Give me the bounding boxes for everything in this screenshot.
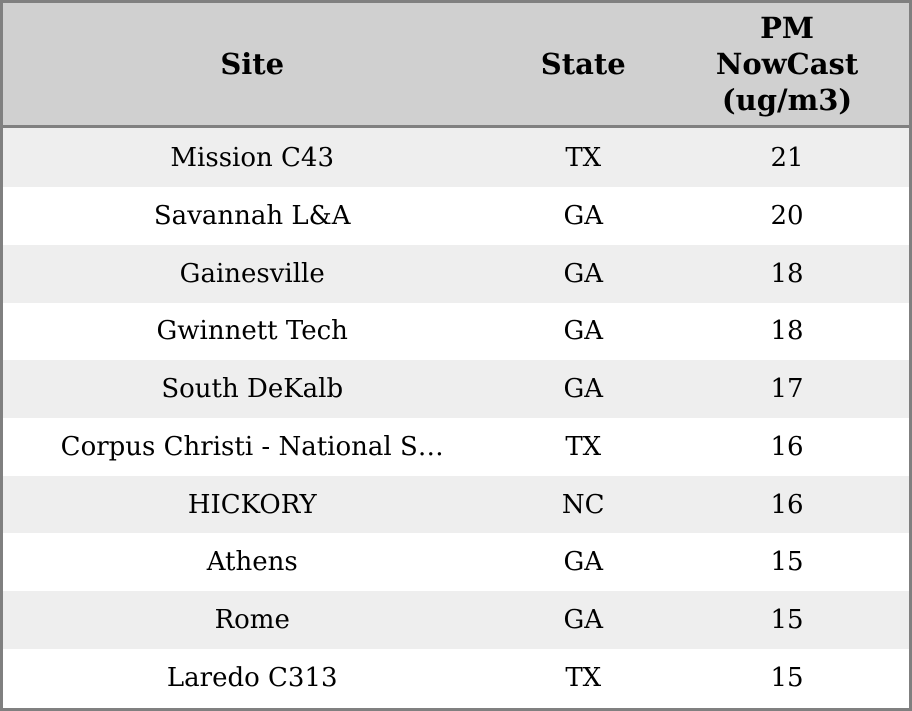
table-row: Corpus Christi - National S… TX 16 (1, 417, 911, 476)
pm-nowcast-cell: 15 (770, 547, 804, 578)
table-row: Athens GA 15 (1, 533, 911, 592)
state-cell: NC (561, 489, 605, 520)
state-cell: TX (565, 142, 602, 173)
pm-nowcast-cell: 18 (770, 316, 804, 347)
header-row: Site State PM NowCast (ug/m3) (1, 1, 911, 128)
table-row: Savannah L&A GA 20 (1, 187, 911, 245)
site-cell: Gainesville (179, 258, 325, 289)
site-cell: Laredo C313 (166, 663, 338, 694)
site-cell: Mission C43 (170, 142, 335, 173)
site-cell: Rome (214, 604, 290, 635)
table-row: South DeKalb GA 17 (1, 360, 911, 418)
state-cell: TX (565, 663, 602, 694)
column-header-site: Site (1, 1, 502, 128)
pm-nowcast-cell: 18 (770, 258, 804, 289)
site-cell: Gwinnett Tech (156, 316, 348, 347)
state-cell: GA (563, 604, 604, 635)
table-row: HICKORY NC 16 (1, 475, 911, 534)
site-cell: Corpus Christi - National S… (60, 431, 444, 462)
pm-nowcast-cell: 15 (770, 604, 804, 635)
table-row: Rome GA 15 (1, 591, 911, 649)
column-header-state: State (501, 1, 666, 128)
table-row: Gainesville GA 18 (1, 244, 911, 303)
pm-nowcast-cell: 15 (770, 663, 804, 694)
pm-nowcast-cell: 21 (770, 142, 804, 173)
table-body: Mission C43 TX 21 Savannah L&A GA 20 Gai… (1, 126, 911, 710)
table-row: Gwinnett Tech GA 18 (1, 302, 911, 361)
site-cell: Savannah L&A (153, 200, 351, 231)
site-cell: South DeKalb (161, 374, 344, 405)
table-row: Mission C43 TX 21 (1, 126, 911, 188)
state-cell: GA (563, 200, 604, 231)
state-cell: GA (563, 258, 604, 289)
state-cell: GA (563, 547, 604, 578)
state-cell: TX (565, 431, 602, 462)
pm-nowcast-cell: 20 (770, 200, 804, 231)
state-cell: GA (563, 316, 604, 347)
pm-nowcast-cell: 16 (770, 489, 804, 520)
site-cell: Athens (206, 547, 298, 578)
site-cell: HICKORY (187, 489, 317, 520)
pm-nowcast-cell: 16 (770, 431, 804, 462)
column-header-pm-nowcast: PM NowCast (ug/m3) (665, 1, 911, 128)
table-header: Site State PM NowCast (ug/m3) (1, 1, 911, 128)
state-cell: GA (563, 374, 604, 405)
pm-nowcast-cell: 17 (770, 374, 804, 405)
table-row: Laredo C313 TX 15 (1, 648, 911, 710)
